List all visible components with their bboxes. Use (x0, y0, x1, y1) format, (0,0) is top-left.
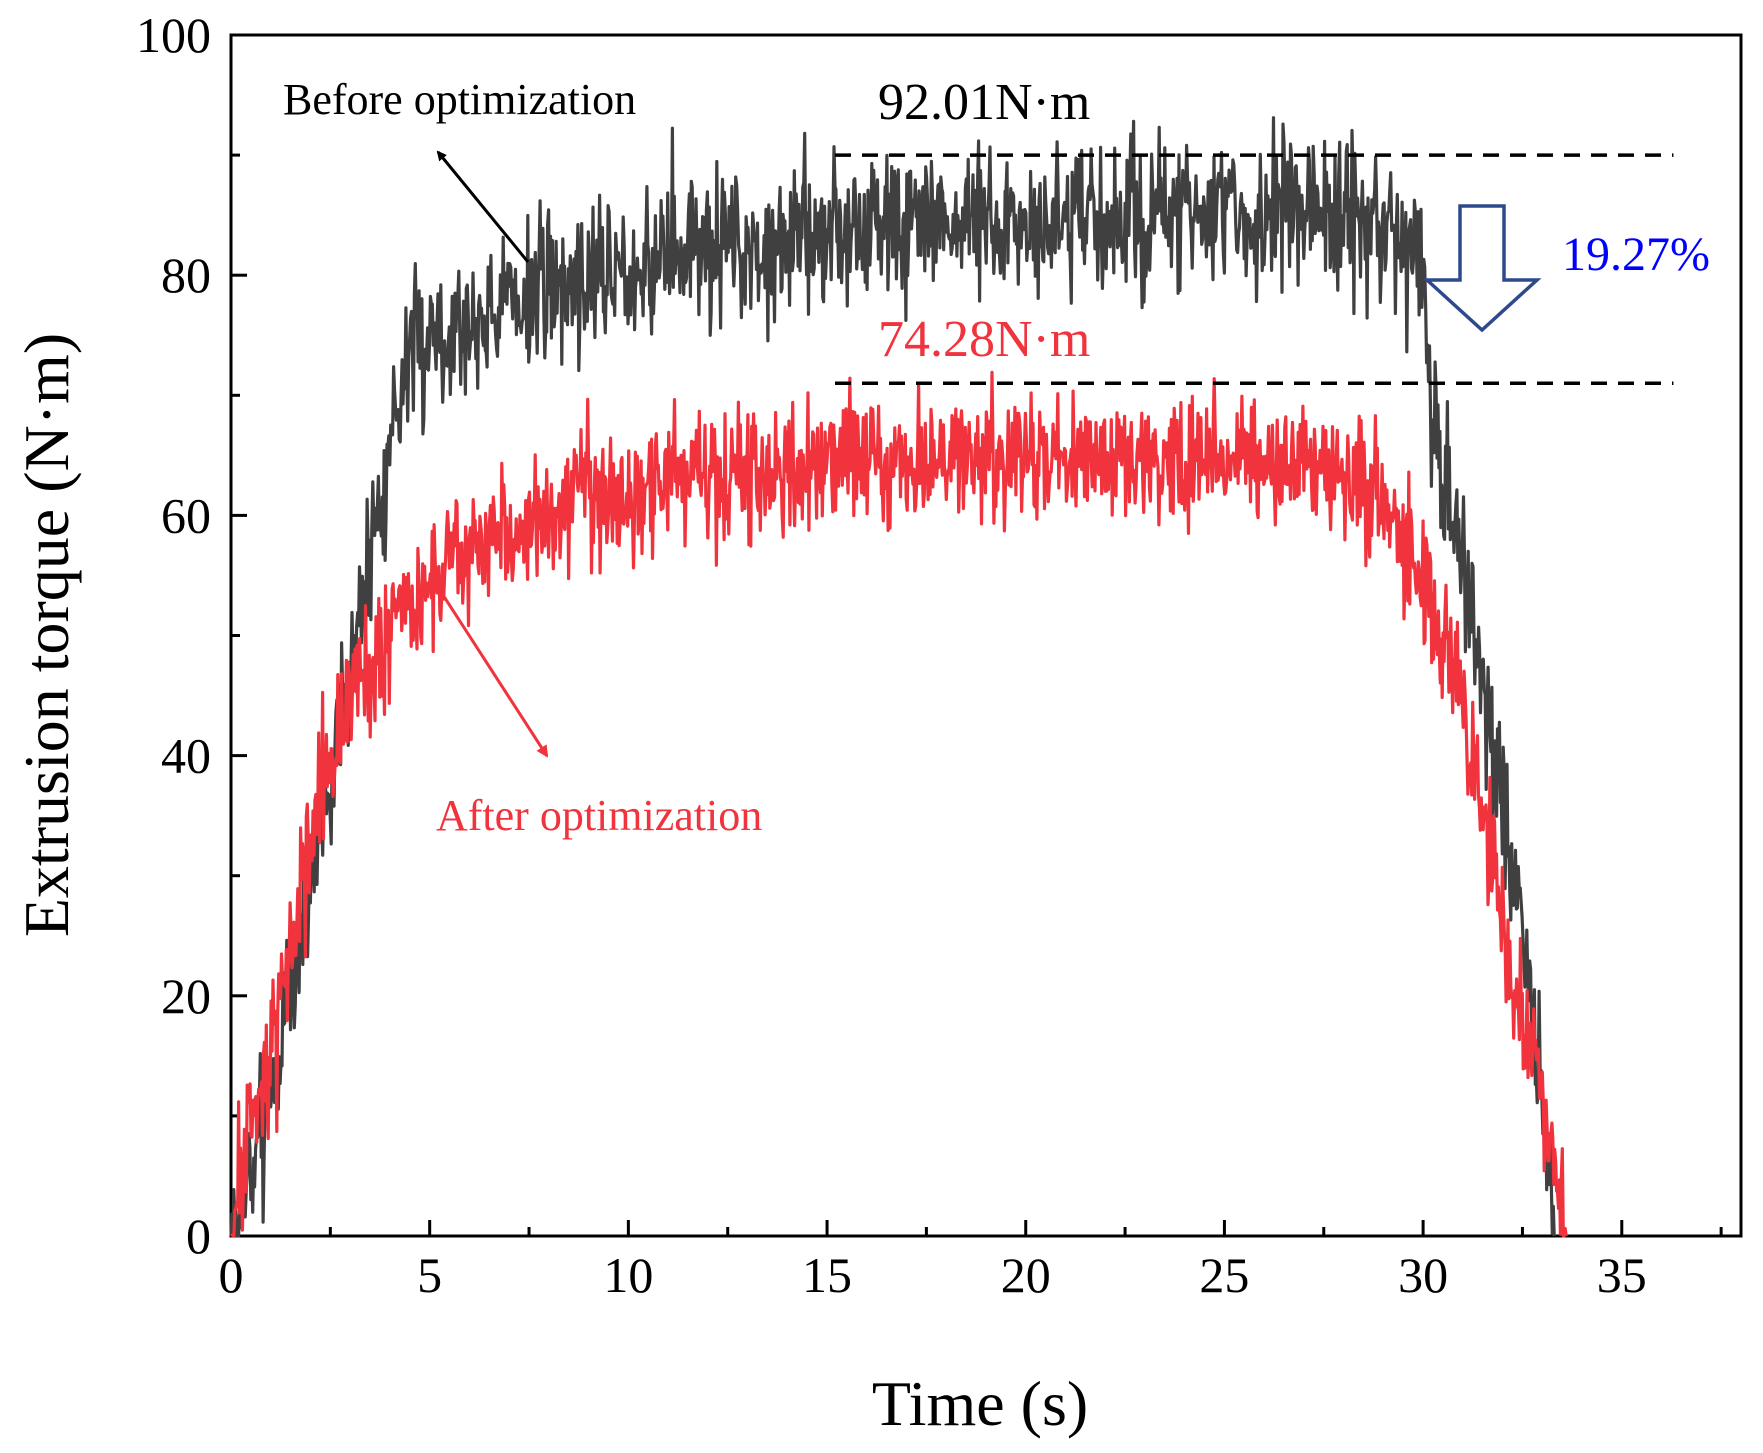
x-tick-label: 15 (802, 1247, 852, 1303)
x-tick-label: 5 (417, 1247, 442, 1303)
x-tick-label: 25 (1199, 1247, 1249, 1303)
x-tick-label: 20 (1001, 1247, 1051, 1303)
series-line (229, 116, 1556, 1238)
after-pointer-arrow (430, 577, 549, 758)
annotation-max-after: 74.28N·m (878, 311, 1090, 368)
annotation-max-before: 92.01N·m (878, 74, 1090, 131)
x-tick-label: 10 (603, 1247, 653, 1303)
x-tick-label: 30 (1398, 1247, 1448, 1303)
y-axis-title: Extrusion torque (N·m) (11, 333, 82, 937)
y-tick-label: 100 (136, 7, 211, 63)
before-pointer-arrow (436, 150, 530, 263)
x-axis-title: Time (s) (872, 1368, 1088, 1439)
y-tick-label: 0 (186, 1208, 211, 1264)
x-tick-label: 35 (1597, 1247, 1647, 1303)
reduction-down-arrow-icon (1422, 204, 1542, 333)
x-axis-ticks: 0 5 10 15 20 25 30 35 (219, 1220, 1723, 1303)
y-tick-label: 40 (161, 728, 211, 784)
series-group (229, 116, 1568, 1238)
annotation-before-optimization: Before optimization (283, 75, 636, 124)
y-tick-label: 80 (161, 247, 211, 303)
y-tick-label: 20 (161, 968, 211, 1024)
y-axis-ticks: 0 20 40 60 80 100 (136, 7, 247, 1264)
annotation-reduction-percent: 19.27% (1562, 228, 1710, 281)
annotation-after-optimization: After optimization (436, 791, 762, 840)
x-tick-label: 0 (219, 1247, 244, 1303)
series-line (230, 370, 1568, 1238)
reference-lines (835, 153, 1674, 386)
y-tick-label: 60 (161, 487, 211, 543)
